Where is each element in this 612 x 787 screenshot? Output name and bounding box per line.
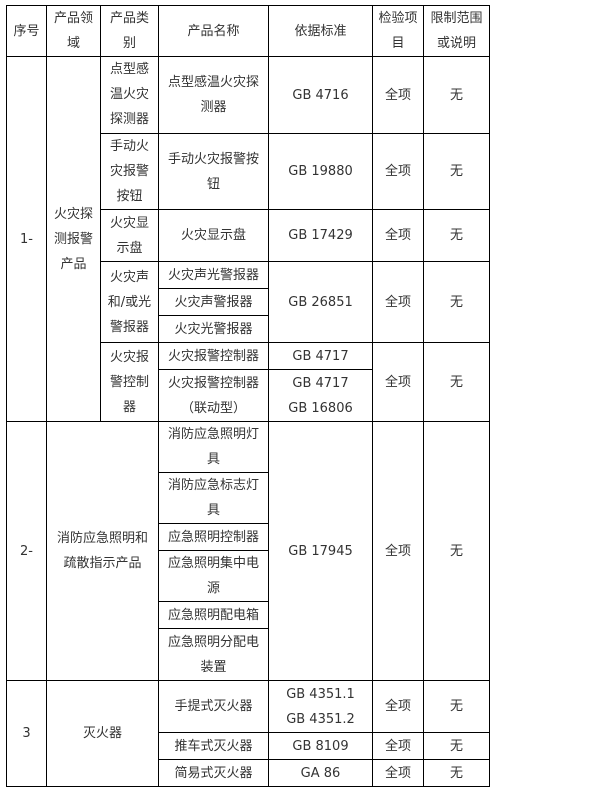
table-row: 火灾光警报器	[7, 315, 490, 343]
header-cell: 产品名称	[158, 5, 269, 57]
inspection-scope: 全项	[372, 421, 424, 681]
product-name: 火灾报警控制器	[158, 342, 269, 370]
inspection-scope: 全项	[372, 759, 424, 787]
standard: GB 4717 GB 16806	[268, 369, 373, 422]
table-row: 火灾声和/或光警报器 火灾声光警报器 GB 26851 全项 无	[7, 261, 490, 343]
standard: GA 86	[268, 759, 373, 787]
product-category: 火灾显示盘	[100, 209, 159, 262]
limit: 无	[423, 759, 490, 787]
table-row: 2- 消防应急照明和疏散指示产品 消防应急照明灯具 GB 17945 全项 无	[6, 421, 490, 681]
product-name: 手提式灭火器	[158, 680, 269, 733]
product-name: 火灾显示盘	[158, 209, 269, 262]
inspection-scope: 全项	[372, 342, 424, 422]
product-category: 手动火灾报警按钮	[100, 133, 159, 210]
header-cell: 依据标准	[268, 5, 373, 57]
product-name: 应急照明分配电装置	[158, 628, 269, 681]
product-name: 点型感温火灾探测器	[158, 56, 269, 134]
standard-line: GB 4351.2	[286, 711, 355, 727]
limit: 无	[423, 342, 490, 422]
inspection-scope: 全项	[372, 56, 424, 134]
limit: 无	[423, 133, 490, 210]
table-row: 手动火灾报警按钮 手动火灾报警按钮 GB 19880 全项 无	[7, 133, 490, 210]
inspection-scope: 全项	[372, 732, 424, 760]
standard: GB 26851	[268, 261, 373, 343]
standard: GB 4716	[268, 56, 373, 134]
standard-line: GB 16806	[288, 400, 353, 416]
product-name: 推车式灭火器	[158, 732, 269, 760]
product-name: 火灾光警报器	[158, 315, 269, 343]
serial-number: 1-	[6, 56, 47, 422]
table-row: 应急照明配电箱	[7, 601, 490, 629]
table-row: 应急照明集中电源	[7, 550, 490, 602]
standard: GB 19880	[268, 133, 373, 210]
product-name: 应急照明控制器	[158, 523, 269, 551]
standard: GB 4717	[268, 342, 373, 370]
limit: 无	[423, 680, 490, 733]
header-cell: 序号	[6, 5, 47, 57]
product-name: 应急照明集中电源	[158, 550, 269, 602]
header-cell: 产品领域	[46, 5, 101, 57]
limit: 无	[423, 732, 490, 760]
inspection-scope: 全项	[372, 133, 424, 210]
serial-number: 2-	[6, 421, 47, 681]
standard: GB 8109	[268, 732, 373, 760]
header-cell: 产品类别	[100, 5, 159, 57]
table-row: 火灾声警报器	[7, 288, 490, 316]
product-name: 应急照明配电箱	[158, 601, 269, 629]
product-category: 点型感温火灾探测器	[100, 56, 159, 134]
product-name: 简易式灭火器	[158, 759, 269, 787]
standard-line: GB 4717	[292, 375, 349, 391]
product-name: 消防应急标志灯具	[158, 472, 269, 524]
table-row: 火灾报警控制器 火灾报警控制器 GB 4717 全项 无	[7, 342, 490, 422]
inspection-scope: 全项	[372, 680, 424, 733]
product-field: 灭火器	[46, 680, 159, 787]
standard: GB 4351.1 GB 4351.2	[268, 680, 373, 733]
product-name: 火灾声警报器	[158, 288, 269, 316]
header-cell: 限制范围或说明	[423, 5, 490, 57]
product-name: 消防应急照明灯具	[158, 421, 269, 473]
limit: 无	[423, 421, 490, 681]
product-field: 消防应急照明和疏散指示产品	[46, 421, 159, 681]
header-row: 序号 产品领域 产品类别 产品名称 依据标准 检验项目 限制范围或说明	[6, 5, 490, 57]
table-row: 3 灭火器 手提式灭火器 GB 4351.1 GB 4351.2 全项 无	[6, 680, 490, 787]
standard: GB 17429	[268, 209, 373, 262]
product-name: 手动火灾报警按钮	[158, 133, 269, 210]
limit: 无	[423, 56, 490, 134]
product-category: 火灾声和/或光警报器	[100, 261, 159, 343]
product-name: 火灾报警控制器（联动型）	[158, 369, 269, 422]
inspection-scope: 全项	[372, 261, 424, 343]
serial-number: 3	[6, 680, 47, 787]
inspection-scope: 全项	[372, 209, 424, 262]
header-cell: 检验项目	[372, 5, 424, 57]
limit: 无	[423, 209, 490, 262]
standard: GB 17945	[268, 421, 373, 681]
table-row: 火灾报警控制器（联动型） GB 4717 GB 16806	[7, 369, 490, 422]
limit: 无	[423, 261, 490, 343]
table-row: 应急照明分配电装置	[7, 628, 490, 681]
table-row: 火灾显示盘 火灾显示盘 GB 17429 全项 无	[7, 209, 490, 262]
standard-line: GB 4351.1	[286, 686, 355, 702]
product-field: 火灾探测报警产品	[46, 56, 101, 422]
product-name: 火灾声光警报器	[158, 261, 269, 289]
table-row: 1- 火灾探测报警产品 点型感温火灾探测器 点型感温火灾探测器 GB 4716 …	[6, 56, 490, 422]
product-standards-table: 序号 产品领域 产品类别 产品名称 依据标准 检验项目 限制范围或说明 1- 火…	[6, 5, 490, 787]
product-category: 火灾报警控制器	[100, 342, 159, 422]
